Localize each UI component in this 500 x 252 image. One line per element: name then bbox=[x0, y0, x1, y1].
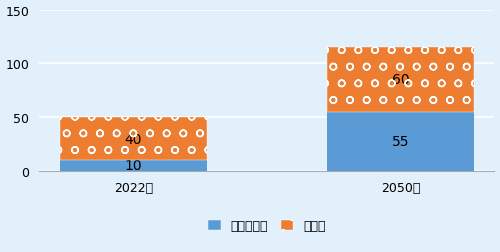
Legend: 脱炭素関連, その他: 脱炭素関連, その他 bbox=[208, 219, 326, 232]
Bar bbox=[327, 112, 474, 171]
Bar bbox=[60, 118, 206, 161]
Text: 10: 10 bbox=[124, 159, 142, 173]
Bar bbox=[60, 118, 206, 161]
Text: 60: 60 bbox=[392, 73, 409, 87]
Bar bbox=[327, 48, 474, 112]
Text: 40: 40 bbox=[124, 132, 142, 146]
Bar bbox=[60, 161, 206, 171]
Text: 55: 55 bbox=[392, 135, 409, 149]
Bar bbox=[327, 48, 474, 112]
